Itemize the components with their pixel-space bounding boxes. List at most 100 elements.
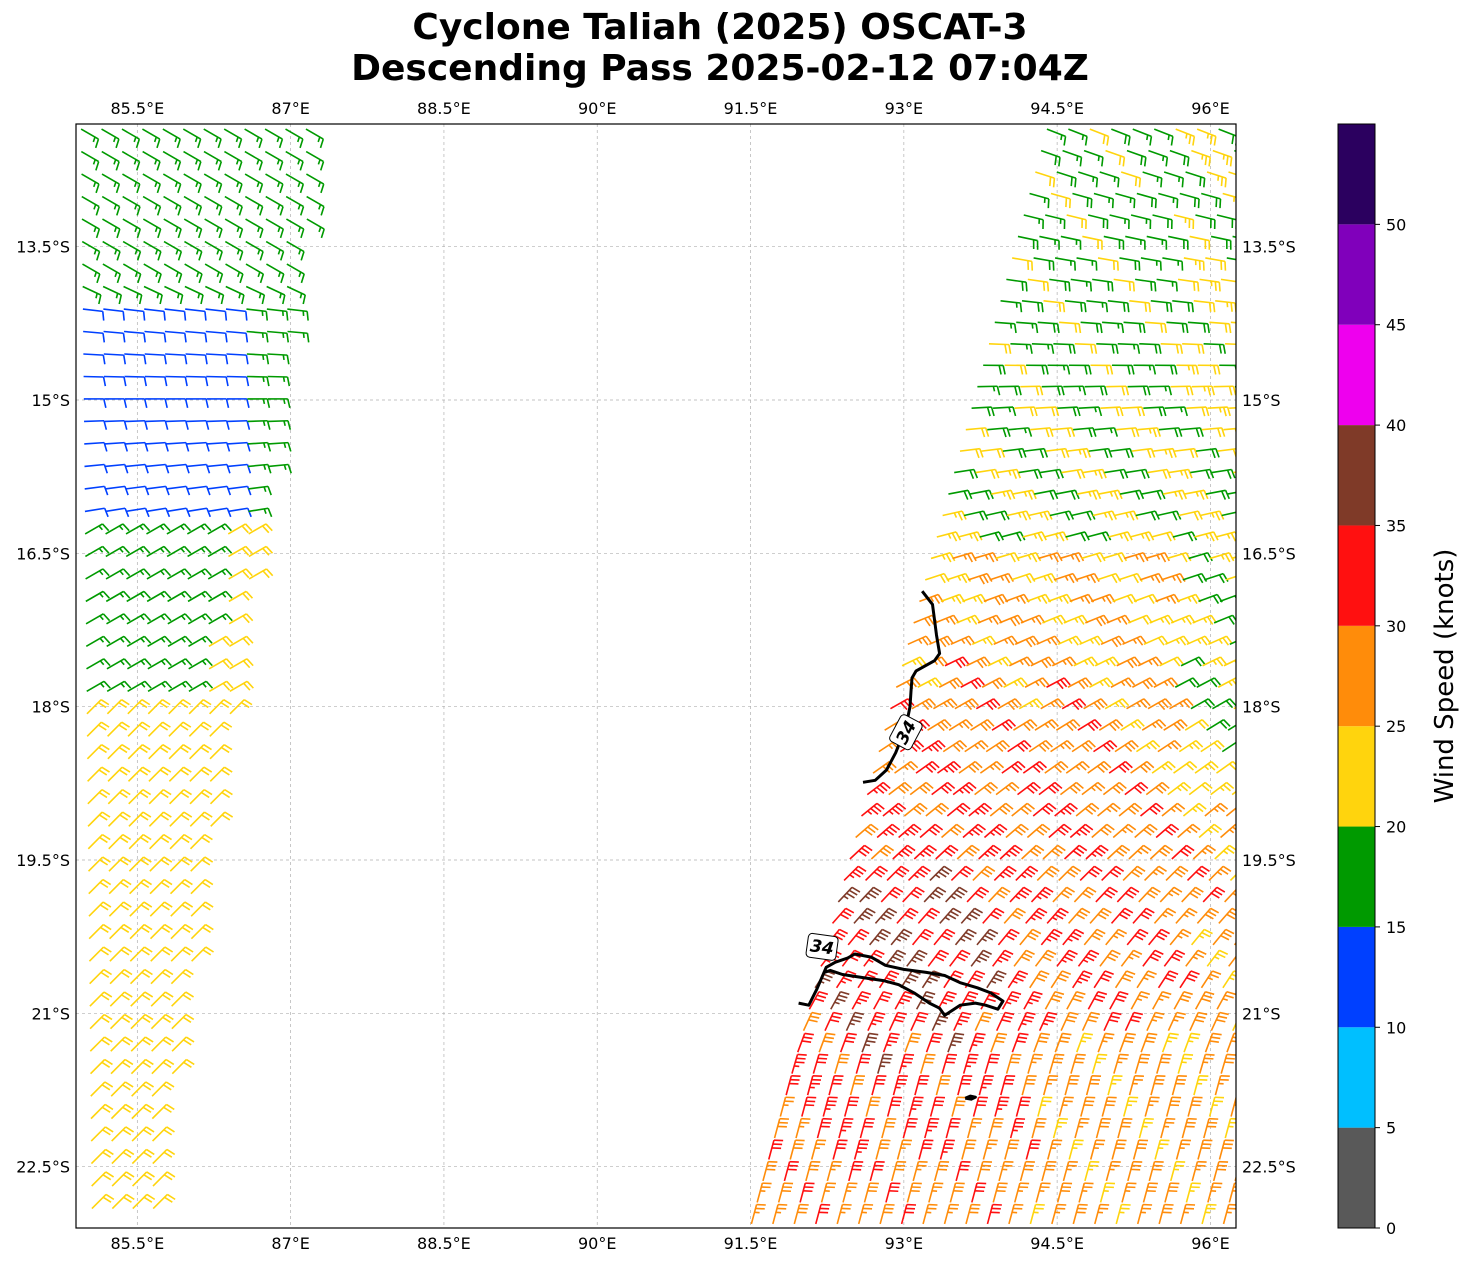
wind-barb xyxy=(1201,192,1222,209)
wind-barb xyxy=(1031,1117,1047,1139)
wind-barbs xyxy=(80,128,1258,1225)
wind-barb xyxy=(826,1160,842,1182)
wind-barb xyxy=(1219,594,1236,603)
wind-barb xyxy=(1115,192,1136,209)
wind-barb xyxy=(941,1053,958,1074)
wind-barb xyxy=(915,990,936,1010)
wind-barb xyxy=(933,928,956,946)
wind-barb xyxy=(1175,128,1196,146)
wind-barb xyxy=(1212,1160,1229,1182)
wind-barb xyxy=(1164,406,1188,417)
wind-barb xyxy=(1142,949,1164,967)
wind-barb xyxy=(1207,406,1231,417)
wind-barb xyxy=(225,308,248,321)
wind-barb xyxy=(1210,235,1232,250)
wind-barb xyxy=(130,1036,154,1052)
wind-barb xyxy=(910,1011,929,1032)
wind-barb xyxy=(935,844,959,860)
wind-barb xyxy=(1237,301,1258,312)
wind-barb xyxy=(84,419,108,430)
wind-barb xyxy=(152,1148,176,1165)
wind-barb xyxy=(1140,1032,1158,1053)
wind-barb xyxy=(206,419,230,430)
wind-barb xyxy=(209,721,233,737)
wind-barb xyxy=(1200,739,1225,753)
wind-barb xyxy=(1157,739,1182,753)
wind-barb xyxy=(834,1053,850,1074)
wind-barb xyxy=(1187,321,1210,334)
wind-barb xyxy=(1083,698,1108,711)
colorbar-label: Wind Speed (knots) xyxy=(1430,549,1460,804)
wind-barb xyxy=(902,886,925,903)
wind-barb xyxy=(168,721,192,737)
wind-barb xyxy=(1061,698,1087,711)
x-tick-label-top: 90°E xyxy=(578,99,616,118)
wind-barb xyxy=(1228,171,1236,176)
wind-barb xyxy=(1208,865,1232,882)
wind-barb xyxy=(1094,427,1119,437)
wind-barb xyxy=(1075,572,1100,584)
wind-barb xyxy=(163,218,182,239)
wind-barb xyxy=(246,308,269,321)
wind-barb xyxy=(934,614,960,625)
wind-barb xyxy=(170,968,194,985)
wind-barb xyxy=(149,901,173,917)
wind-barb xyxy=(1105,928,1128,946)
wind-barb xyxy=(1041,1160,1057,1182)
wind-barb xyxy=(851,990,871,1010)
wind-barb xyxy=(1044,990,1065,1010)
wind-barb xyxy=(1178,510,1203,521)
wind-barb xyxy=(1045,447,1070,459)
wind-barb xyxy=(87,856,111,872)
wind-barb xyxy=(144,330,167,343)
wind-barb xyxy=(82,308,105,321)
wind-barb xyxy=(1122,1096,1139,1117)
colorbar-segment xyxy=(1338,425,1375,526)
wind-barb xyxy=(131,1171,155,1187)
wind-barb xyxy=(1130,990,1150,1010)
wind-barb xyxy=(1067,677,1093,690)
wind-barb xyxy=(1119,489,1145,500)
wind-barb xyxy=(1030,427,1054,438)
wind-barb xyxy=(1008,427,1033,437)
wind-barb xyxy=(1056,171,1077,188)
wind-barb xyxy=(1207,635,1233,646)
wind-barb xyxy=(1062,149,1083,167)
wind-barb xyxy=(1063,844,1088,860)
wind-barb xyxy=(84,463,109,474)
wind-barb xyxy=(1053,572,1079,584)
wind-barb xyxy=(925,802,950,817)
wind-barb xyxy=(89,1013,113,1030)
wind-barb xyxy=(941,823,965,839)
wind-barb xyxy=(101,150,120,171)
wind-barb xyxy=(142,173,161,194)
colorbar-segment xyxy=(1338,124,1375,225)
y-tick-label-left: 18°S xyxy=(31,698,70,717)
wind-barb xyxy=(165,419,189,430)
wind-barb xyxy=(900,1203,917,1225)
wind-barb xyxy=(1058,865,1082,882)
wind-barb xyxy=(1213,385,1236,396)
wind-barb xyxy=(1072,192,1093,209)
wind-barb xyxy=(987,886,1011,903)
wind-barb xyxy=(944,656,970,669)
wind-barb xyxy=(1132,1139,1149,1160)
wind-barb xyxy=(1135,278,1157,292)
colorbar-tick-label: 10 xyxy=(1386,1018,1406,1037)
wind-barb xyxy=(1148,149,1169,167)
wind-barb xyxy=(1068,907,1091,924)
wind-barb xyxy=(890,1160,907,1182)
wind-barb xyxy=(1198,1053,1215,1074)
wind-barb xyxy=(1231,790,1236,796)
wind-barb xyxy=(203,128,222,149)
wind-barb xyxy=(1074,342,1098,354)
wind-barb xyxy=(1120,949,1143,967)
chart-title-line2: Descending Pass 2025-02-12 07:04Z xyxy=(351,48,1089,89)
colorbar-tick-label: 45 xyxy=(1386,316,1406,335)
wind-barb xyxy=(130,1058,154,1075)
wind-barb xyxy=(1126,149,1147,167)
wind-barb xyxy=(107,766,131,782)
wind-barb xyxy=(1216,760,1236,774)
wind-barb xyxy=(1065,531,1090,542)
wind-barb xyxy=(101,195,121,216)
